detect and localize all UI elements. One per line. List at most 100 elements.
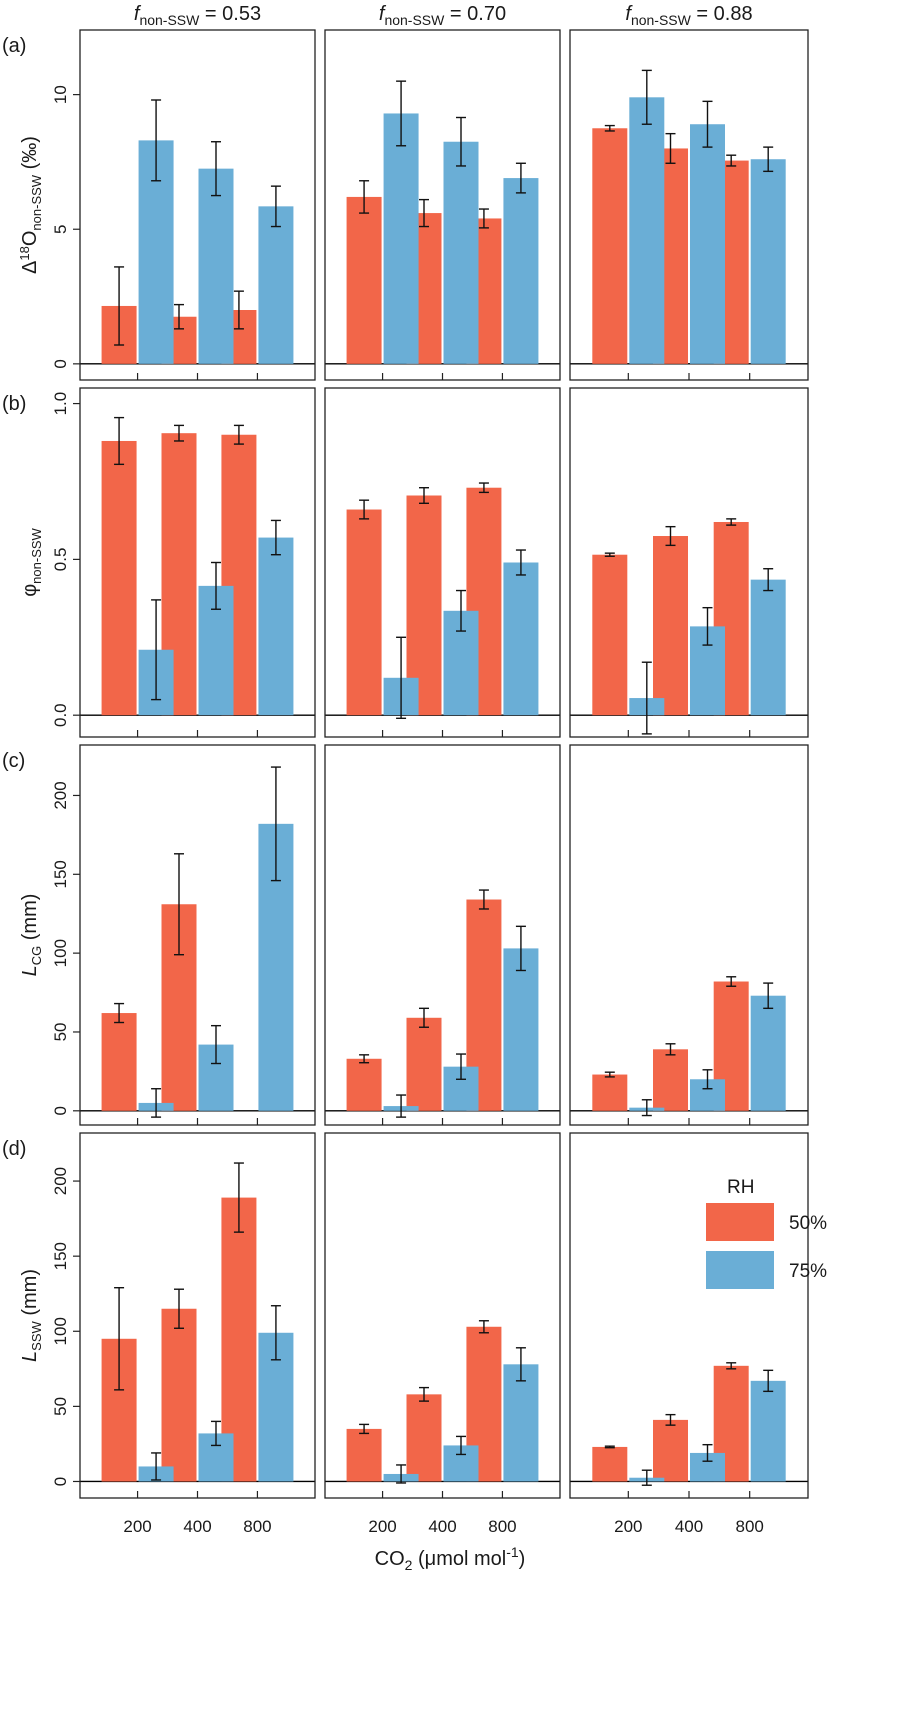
bar-50pct-200 — [592, 128, 628, 364]
panel-d-3: 200 400 800 — [569, 1132, 809, 1536]
error-bar — [726, 518, 737, 526]
bar-75pct-400 — [690, 124, 725, 364]
error-bar — [419, 1386, 429, 1402]
y-tick-label: 0.5 — [51, 548, 70, 572]
bar-75pct-800 — [750, 159, 786, 364]
error-bar — [419, 1007, 429, 1028]
error-bar — [233, 1162, 244, 1233]
bar-50pct-200 — [592, 554, 628, 716]
panel-a-3 — [569, 29, 809, 381]
error-bar — [456, 1435, 466, 1456]
bar-75pct-200 — [629, 97, 665, 364]
bar-50pct-200 — [101, 440, 137, 716]
x-tick-label: 200 — [368, 1517, 396, 1536]
bar-75pct-800 — [503, 1364, 539, 1482]
error-bar — [478, 208, 489, 229]
row-a: (a) Δ18Onon-SSW (‰) 0 5 10 — [2, 29, 809, 381]
error-bar — [233, 290, 244, 330]
legend-label: 50% — [789, 1213, 827, 1234]
bar-75pct-800 — [750, 579, 786, 716]
error-bar — [515, 162, 526, 194]
error-bar — [726, 976, 737, 987]
error-bar — [270, 185, 281, 228]
error-bar — [665, 132, 676, 164]
x-tick-label: 400 — [428, 1517, 456, 1536]
error-bar — [419, 198, 429, 228]
legend: RH 50% 75% — [706, 1177, 827, 1289]
row-letter: (b) — [2, 393, 26, 415]
error-bar — [174, 1288, 184, 1329]
panel-a-1 — [79, 29, 316, 381]
error-bar — [151, 1088, 162, 1118]
error-bar — [396, 80, 407, 147]
error-bar — [114, 1287, 125, 1391]
error-bar — [151, 599, 162, 701]
y-tick-label: 10 — [51, 85, 70, 104]
column-title-2: fnon-SSW = 0.70 — [379, 3, 506, 28]
y-tick-label: 50 — [51, 1397, 70, 1416]
bar-50pct-400 — [406, 1394, 442, 1482]
y-tick-label: 0 — [51, 359, 70, 368]
bar-50pct-400 — [653, 536, 688, 716]
row-letter: (d) — [2, 1138, 26, 1160]
error-bar — [359, 180, 370, 214]
legend-swatch-50pct — [706, 1203, 774, 1241]
error-bar — [270, 766, 281, 882]
error-bar — [114, 1002, 125, 1024]
column-title-1: fnon-SSW = 0.53 — [134, 3, 261, 28]
y-tick-label: 0 — [51, 1477, 70, 1486]
y-axis-title: LSSW (mm) — [19, 1269, 44, 1362]
y-tick-label: 0.0 — [51, 703, 70, 727]
error-bar — [515, 925, 526, 972]
bar-50pct-400 — [161, 1308, 197, 1482]
panel-c-2 — [324, 744, 561, 1126]
bar-50pct-200 — [592, 1446, 628, 1482]
error-bar — [478, 1320, 489, 1334]
error-bar — [702, 1069, 713, 1090]
legend-title: RH — [727, 1177, 754, 1198]
y-tick-label: 0 — [51, 1106, 70, 1115]
row-c: (c) LCG (mm) 0 50 100 150 200 — [2, 744, 809, 1126]
error-bar — [114, 416, 125, 466]
row-d: (d) LSSW (mm) 0 50 100 150 200 200 400 800 200 400 8… — [2, 1132, 809, 1536]
y-tick-label: 200 — [51, 781, 70, 809]
bar-50pct-200 — [592, 1074, 628, 1111]
error-bar — [665, 1413, 676, 1426]
error-bar — [211, 141, 221, 197]
error-bar — [174, 853, 184, 956]
error-bar — [702, 1443, 713, 1462]
error-bar — [270, 519, 281, 556]
error-bar — [726, 154, 737, 167]
error-bar — [174, 303, 184, 330]
error-bar — [604, 1445, 615, 1449]
bar-75pct-400 — [443, 141, 479, 364]
bar-75pct-800 — [750, 1380, 786, 1482]
error-bar — [604, 124, 615, 132]
error-bar — [515, 1347, 526, 1382]
bar-75pct-800 — [258, 537, 294, 716]
panel-b-1 — [79, 387, 316, 738]
x-tick-label: 400 — [675, 1517, 703, 1536]
bar-50pct-200 — [101, 1013, 137, 1111]
bar-50pct-200 — [346, 196, 382, 364]
error-bar — [396, 1464, 407, 1484]
error-bar — [763, 1369, 774, 1393]
error-bar — [763, 568, 774, 592]
error-bar — [641, 69, 652, 125]
panel-b-2 — [324, 387, 561, 738]
error-bar — [604, 1071, 615, 1078]
bar-50pct-400 — [653, 1049, 688, 1111]
x-tick-label: 800 — [736, 1517, 764, 1536]
error-bar — [726, 1362, 737, 1370]
error-bar — [419, 487, 429, 504]
panel-c-3 — [569, 744, 809, 1126]
panel-a-2 — [324, 29, 561, 381]
y-tick-label: 5 — [51, 224, 70, 233]
error-bar — [641, 661, 652, 735]
row-b: (b) φnon-SSW 0.0 0.5 1.0 — [2, 387, 809, 738]
x-tick-label: 400 — [183, 1517, 211, 1536]
error-bar — [515, 549, 526, 576]
legend-label: 75% — [789, 1261, 827, 1282]
y-axis-title: Δ18Onon-SSW (‰) — [17, 136, 44, 274]
